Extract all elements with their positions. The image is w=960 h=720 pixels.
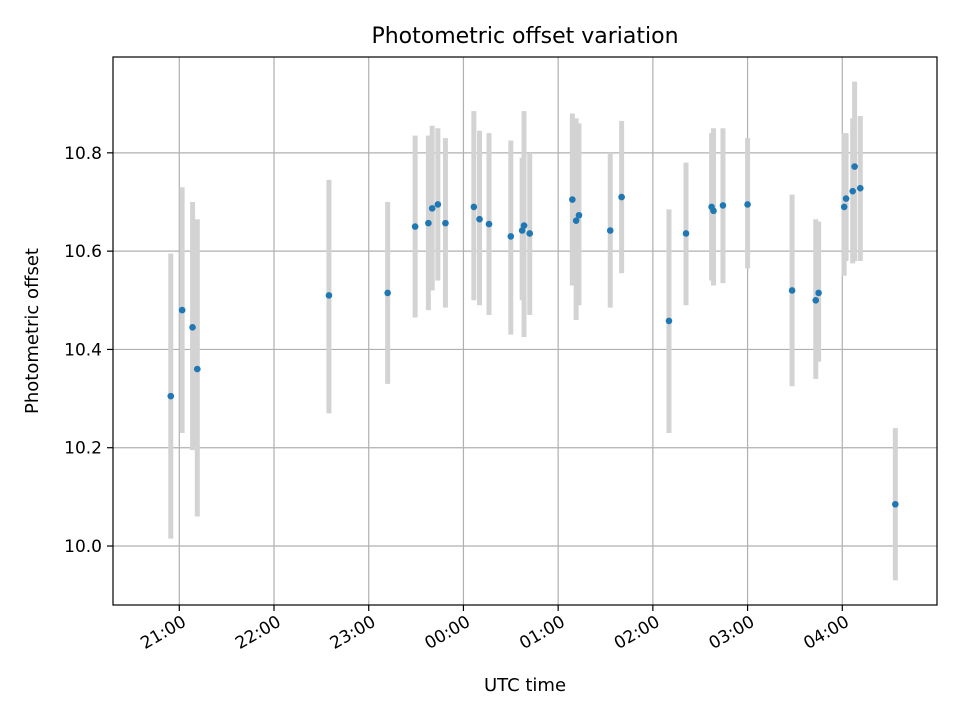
- data-points: [167, 163, 899, 508]
- data-point: [892, 500, 899, 508]
- data-point: [840, 203, 848, 211]
- data-point: [411, 223, 419, 230]
- data-point: [507, 233, 515, 240]
- data-point: [572, 217, 580, 224]
- data-point: [476, 215, 483, 223]
- data-point: [325, 292, 333, 299]
- data-point: [849, 187, 857, 195]
- data-point: [442, 219, 449, 227]
- y-tick-label: 10.6: [64, 242, 102, 262]
- data-point: [434, 201, 442, 208]
- data-point: [842, 195, 850, 202]
- chart-title: Photometric offset variation: [371, 24, 678, 49]
- data-point: [815, 289, 822, 297]
- data-point: [384, 289, 391, 297]
- data-point: [788, 287, 796, 294]
- data-point: [575, 211, 583, 219]
- y-tick-label: 10.0: [64, 537, 102, 557]
- data-point: [682, 230, 690, 237]
- data-point: [606, 227, 614, 234]
- plot-frame: [112, 56, 938, 606]
- data-point: [428, 205, 436, 212]
- data-point: [470, 203, 478, 211]
- y-tick-label: 10.4: [64, 340, 102, 360]
- data-point: [425, 219, 432, 227]
- data-point: [193, 365, 201, 373]
- data-point: [665, 317, 673, 325]
- data-point: [618, 193, 625, 201]
- data-point: [719, 202, 727, 209]
- data-point: [520, 222, 528, 229]
- x-axis-label: UTC time: [484, 675, 566, 696]
- y-tick-label: 10.8: [64, 144, 102, 164]
- data-point: [178, 306, 186, 314]
- data-point: [710, 207, 717, 215]
- data-point: [526, 230, 534, 237]
- data-point: [569, 196, 576, 203]
- data-point: [744, 201, 751, 208]
- data-point: [812, 296, 820, 304]
- data-point: [851, 163, 858, 170]
- data-point: [856, 184, 864, 192]
- y-axis-label: Photometric offset: [22, 248, 43, 414]
- y-tick-label: 10.2: [64, 439, 102, 459]
- data-point: [485, 220, 493, 228]
- data-point: [167, 392, 175, 400]
- data-point: [189, 324, 196, 331]
